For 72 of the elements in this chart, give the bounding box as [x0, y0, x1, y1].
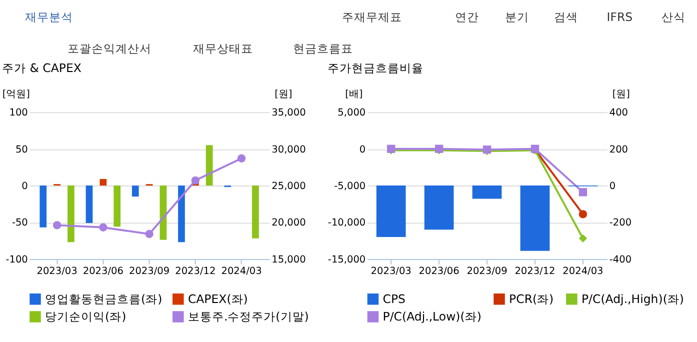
legend-label: 당기순이익(좌): [45, 310, 126, 324]
text: 재무상태표: [193, 41, 254, 56]
bar: [206, 145, 213, 186]
y2-tick-label: 35,000: [272, 108, 306, 119]
y2-tick-label: 25,000: [272, 180, 306, 192]
point: [52, 221, 62, 230]
chart-title: 주가현금흐름비율: [327, 61, 424, 75]
point: [578, 234, 588, 243]
y-tick-label: -5,000: [334, 180, 366, 192]
legend-label: P/C(Adj.,Low)(좌): [382, 310, 482, 324]
x-tick-label: 2023/12: [514, 266, 556, 278]
y-tick-label: -100: [6, 254, 28, 266]
y-tick-label: 5,000: [338, 108, 366, 119]
y-axis-title: [억원]: [2, 88, 30, 100]
bar: [178, 186, 185, 242]
text: 주재무제표: [342, 10, 402, 24]
legend-label: 영업활동현금흐름(좌): [45, 292, 162, 306]
text: 현금흐름표: [293, 41, 354, 56]
y2-tick-label: 0: [609, 180, 616, 192]
y2-tick-label: -200: [609, 218, 632, 229]
text: IFRS: [606, 10, 633, 24]
y2-axis-title: [원]: [274, 88, 292, 100]
point: [237, 154, 246, 162]
bar: [132, 186, 139, 197]
bar: [68, 186, 74, 242]
y-tick-label: -15,000: [328, 254, 366, 266]
y-tick-label: 0: [359, 144, 366, 156]
x-tick-label: 2023/03: [370, 266, 412, 278]
x-tick-label: 2023/06: [418, 266, 460, 278]
y2-tick-label: 30,000: [272, 144, 306, 156]
y2-tick-label: -400: [609, 254, 632, 266]
y-tick-label: -50: [12, 218, 28, 229]
y-tick-label: -10,000: [328, 218, 366, 229]
y-axis-title: [배]: [345, 88, 363, 100]
y-tick-label: 100: [9, 108, 28, 119]
x-tick-label: 2023/03: [36, 266, 78, 278]
y2-tick-label: 400: [609, 108, 628, 119]
bar: [86, 186, 93, 223]
y-tick-label: 0: [22, 180, 28, 192]
y2-tick-label: 200: [609, 144, 628, 156]
text: 포괄손익계산서: [68, 41, 152, 56]
bar: [40, 186, 47, 228]
point: [99, 223, 108, 232]
legend-label: PCR(좌): [509, 292, 554, 306]
legend-label: CPS: [382, 292, 406, 306]
text: 산식: [662, 10, 686, 24]
bar: [114, 186, 121, 227]
chart-title: 주가 & CAPEX: [2, 61, 82, 75]
bar: [100, 178, 107, 186]
text: 연간: [454, 10, 479, 24]
point: [578, 210, 588, 218]
bar: [160, 186, 167, 240]
text: 분기: [504, 10, 529, 24]
x-tick-label: 2023/12: [175, 266, 216, 278]
x-tick-label: 2024/03: [562, 266, 604, 278]
y2-tick-label: 20,000: [272, 218, 306, 229]
bar: [252, 186, 259, 238]
point: [191, 176, 200, 185]
legend-label: P/C(Adj.,High)(좌): [581, 292, 684, 306]
legend-label: CAPEX(좌): [188, 292, 248, 306]
text: 재무분석: [24, 10, 73, 24]
legend-label: 보통주.수정주가(기말): [188, 310, 309, 324]
x-tick-label: 2024/03: [221, 266, 262, 278]
x-tick-label: 2023/09: [129, 266, 170, 278]
y2-tick-label: 15,000: [272, 254, 306, 266]
x-tick-label: 2023/09: [466, 266, 508, 278]
point: [145, 230, 154, 238]
point: [578, 188, 588, 196]
text: 검색: [554, 10, 578, 24]
y2-axis-title: [원]: [612, 88, 630, 100]
y-tick-label: 50: [15, 144, 28, 156]
x-tick-label: 2023/06: [82, 266, 124, 278]
